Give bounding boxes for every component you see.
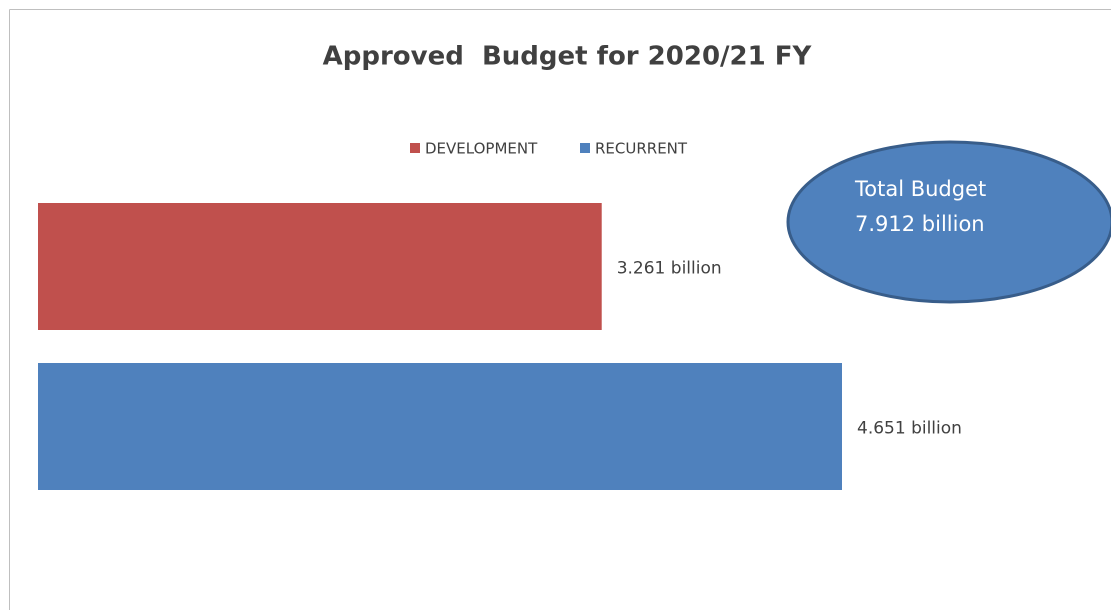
annotation-text: Total Budget: [854, 177, 986, 201]
bar: [38, 203, 602, 330]
legend-label: RECURRENT: [595, 140, 688, 158]
legend-swatch: [580, 143, 590, 153]
annotation-text: 7.912 billion: [855, 212, 985, 236]
value-label: 4.651 billion: [857, 419, 962, 439]
legend-label: DEVELOPMENT: [425, 140, 538, 158]
chart-title: Approved Budget for 2020/21 FY: [323, 42, 813, 72]
bar: [38, 363, 842, 490]
value-label: 3.261 billion: [617, 259, 722, 279]
legend-swatch: [410, 143, 420, 153]
annotation-bubble: [786, 140, 1111, 304]
